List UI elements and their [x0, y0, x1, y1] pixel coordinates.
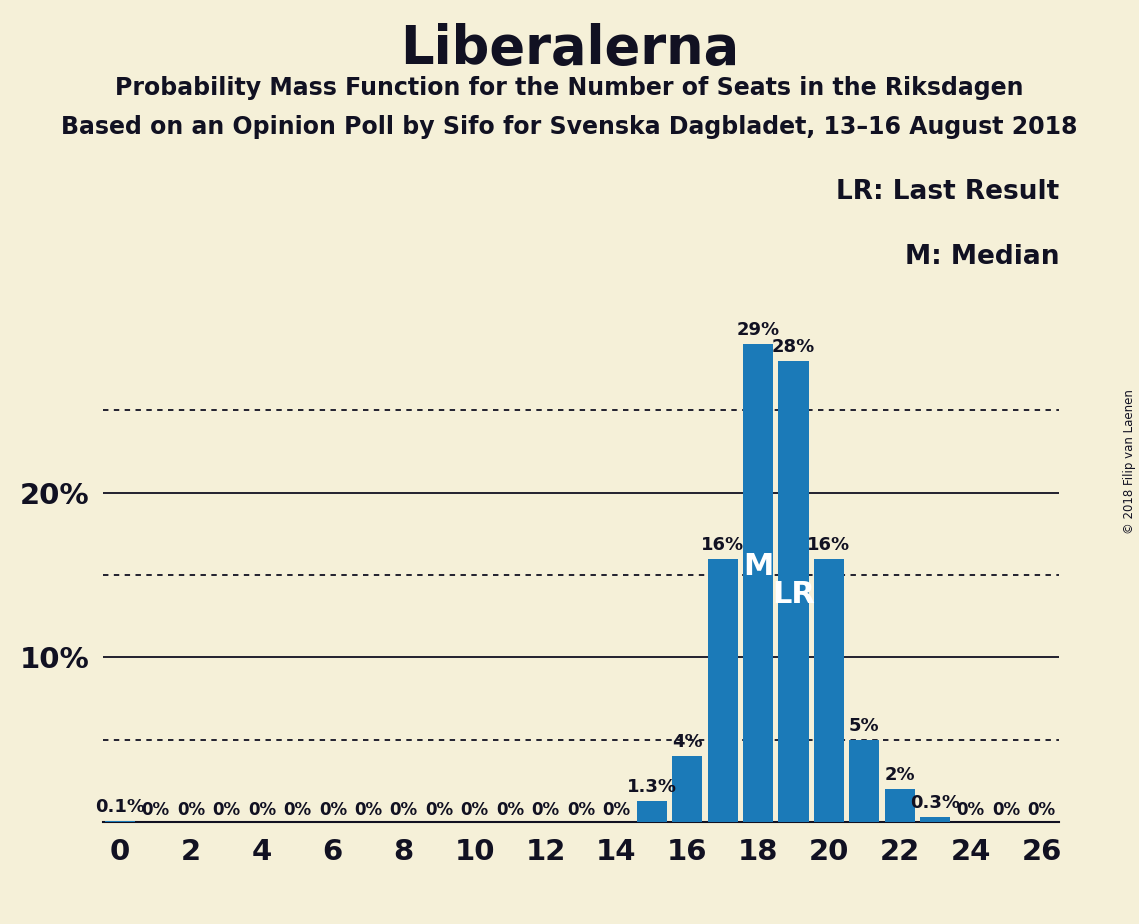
Text: 0%: 0% [319, 801, 347, 819]
Bar [850, 740, 879, 822]
Text: LR: LR [772, 580, 814, 609]
Text: 0%: 0% [425, 801, 453, 819]
Bar [105, 821, 136, 822]
Text: 0%: 0% [495, 801, 524, 819]
Bar [778, 360, 809, 822]
Text: 1.3%: 1.3% [626, 778, 677, 796]
Text: 0.1%: 0.1% [96, 797, 146, 816]
Bar [814, 558, 844, 822]
Text: 16%: 16% [702, 536, 744, 553]
Bar [920, 818, 950, 822]
Text: LR: Last Result: LR: Last Result [836, 179, 1059, 205]
Text: 0%: 0% [992, 801, 1021, 819]
Text: 0.3%: 0.3% [910, 795, 960, 812]
Bar [707, 558, 738, 822]
Bar [672, 757, 703, 822]
Text: 0%: 0% [532, 801, 559, 819]
Text: 0%: 0% [603, 801, 630, 819]
Bar [637, 801, 666, 822]
Text: M: Median: M: Median [904, 244, 1059, 270]
Text: 0%: 0% [1027, 801, 1056, 819]
Text: 0%: 0% [460, 801, 489, 819]
Bar [885, 789, 915, 822]
Text: M: M [743, 553, 773, 581]
Bar [743, 344, 773, 822]
Text: 0%: 0% [354, 801, 383, 819]
Text: 0%: 0% [213, 801, 240, 819]
Text: 0%: 0% [390, 801, 418, 819]
Text: © 2018 Filip van Laenen: © 2018 Filip van Laenen [1123, 390, 1137, 534]
Text: 28%: 28% [772, 337, 816, 356]
Text: 29%: 29% [737, 322, 779, 339]
Text: Based on an Opinion Poll by Sifo for Svenska Dagbladet, 13–16 August 2018: Based on an Opinion Poll by Sifo for Sve… [62, 115, 1077, 139]
Text: 0%: 0% [141, 801, 170, 819]
Text: 2%: 2% [885, 766, 915, 784]
Text: Probability Mass Function for the Number of Seats in the Riksdagen: Probability Mass Function for the Number… [115, 76, 1024, 100]
Text: 0%: 0% [248, 801, 276, 819]
Text: 16%: 16% [808, 536, 851, 553]
Text: 4%: 4% [672, 734, 703, 751]
Text: Liberalerna: Liberalerna [400, 23, 739, 75]
Text: 5%: 5% [849, 717, 879, 735]
Text: 0%: 0% [957, 801, 985, 819]
Text: 0%: 0% [177, 801, 205, 819]
Text: 0%: 0% [567, 801, 595, 819]
Text: 0%: 0% [284, 801, 311, 819]
